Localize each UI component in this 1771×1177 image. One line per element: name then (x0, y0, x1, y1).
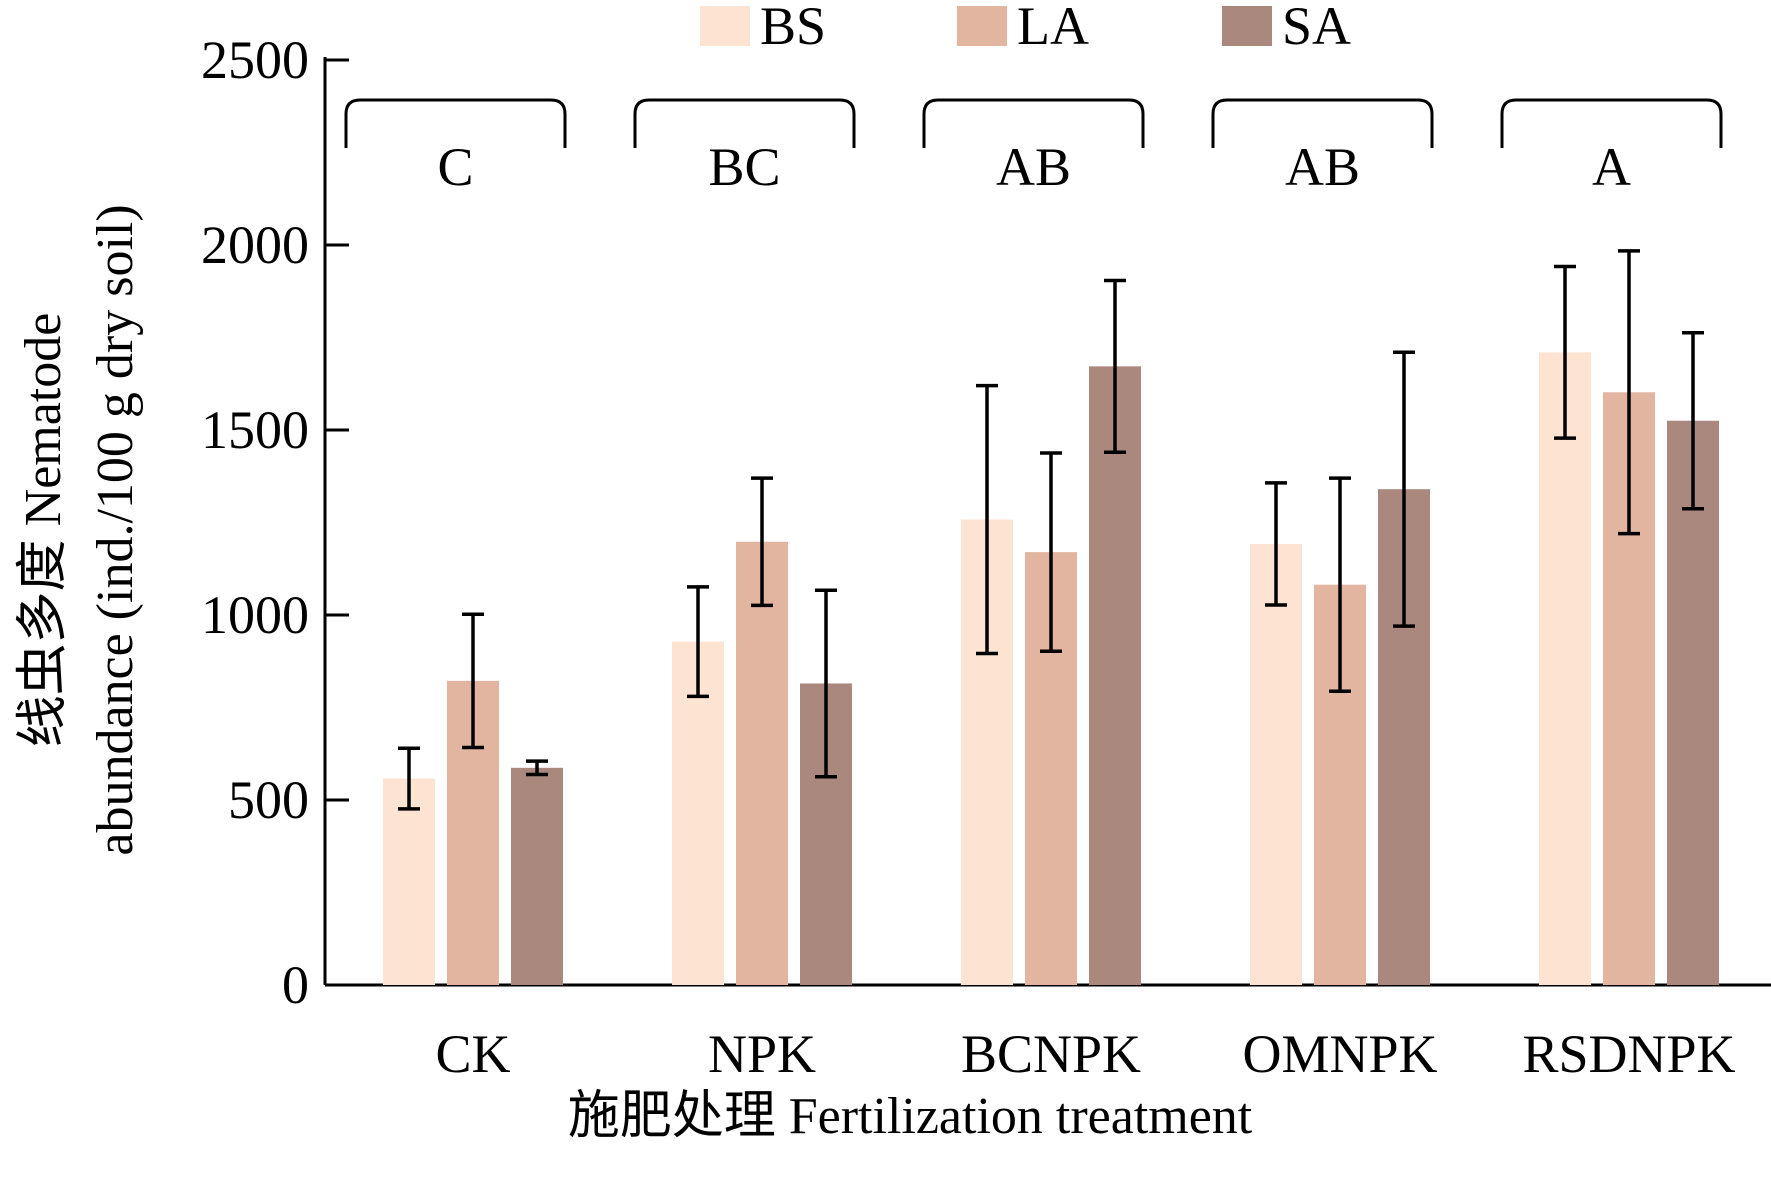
bar-sa (511, 767, 563, 985)
x-axis-title: 施肥处理 Fertilization treatment (568, 1088, 1253, 1145)
y-tick-label: 2500 (201, 30, 309, 90)
y-tick-label: 2000 (201, 215, 309, 275)
group-letter: AB (996, 137, 1071, 197)
x-tick-label: CK (435, 1024, 510, 1084)
x-tick-label: NPK (708, 1024, 816, 1084)
legend-swatch-bs (700, 6, 750, 46)
bar-sa (1667, 420, 1719, 985)
axis-labels: 线虫多度 Nematode abundance (ind./100 g dry … (15, 204, 1253, 1145)
legend-swatch-la (957, 6, 1007, 46)
y-tick-label: 1500 (201, 400, 309, 460)
y-axis-title-line1: 线虫多度 Nematode (15, 313, 72, 748)
y-axis-title-line2: abundance (ind./100 g dry soil) (87, 204, 144, 855)
group-letter: BC (708, 137, 780, 197)
group-bracket (1211, 98, 1434, 148)
group-letter: C (437, 137, 473, 197)
group-brackets: C BC AB AB A (344, 98, 1723, 197)
bar-bs (672, 641, 724, 985)
group-bracket (922, 98, 1145, 148)
x-tick-label: OMNPK (1242, 1024, 1437, 1084)
bar-sa (1089, 366, 1141, 985)
group-letter: A (1592, 137, 1631, 197)
legend-label-bs: BS (760, 0, 826, 56)
bar-la (736, 541, 788, 985)
y-tick-label: 1000 (201, 585, 309, 645)
bars (383, 352, 1719, 985)
group-bracket (344, 98, 567, 148)
axes: 0 500 1000 1500 2000 2500 CK NPK BCNPK OMNPK RSDNP… (201, 30, 1771, 1084)
legend-label-la: LA (1017, 0, 1089, 56)
x-tick-label: RSDNPK (1522, 1024, 1735, 1084)
group-bracket (1500, 98, 1723, 148)
bar-bs (1250, 543, 1302, 985)
bar-bs (1539, 352, 1591, 985)
legend: BS LA SA (700, 0, 1351, 56)
y-tick-label: 0 (282, 955, 309, 1015)
bar-bs (383, 778, 435, 985)
error-bars (398, 249, 1704, 811)
group-letter: AB (1285, 137, 1360, 197)
group-bracket (633, 98, 856, 148)
legend-label-sa: SA (1282, 0, 1351, 56)
x-tick-label: BCNPK (961, 1024, 1141, 1084)
y-tick-label: 500 (228, 770, 309, 830)
legend-swatch-sa (1222, 6, 1272, 46)
